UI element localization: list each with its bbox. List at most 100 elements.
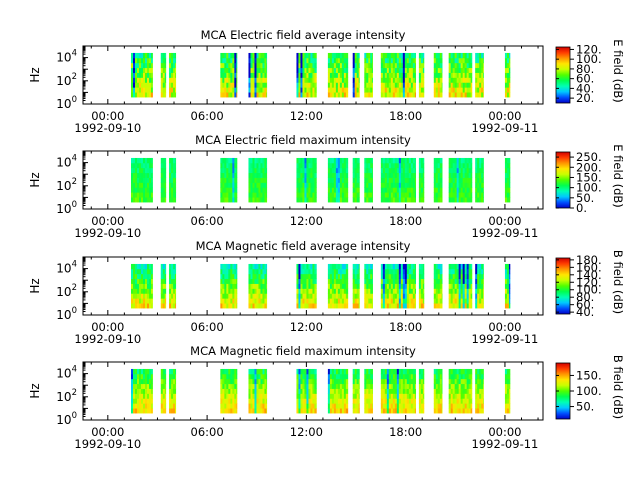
x-tick-label: 12:00 [290,109,323,123]
y-tick-label: 100 [56,95,77,111]
data-interval [160,263,167,309]
x-tick-label: 00:00 [91,425,124,439]
data-interval [433,52,443,98]
colorbar-tick-label: 180. [576,253,602,267]
data-interval [130,368,153,414]
colorbar: 50. 100. 150. B field (dB) [555,355,625,420]
x-date-label: 1992-09-11 [472,332,539,346]
data-interval [504,263,511,309]
panel-title: MCA Magnetic field maximum intensity [190,344,416,358]
y-tick-label: 102 [56,388,77,404]
data-interval [248,52,268,98]
colorbar-tick-label: 60. [576,298,594,312]
data-interval [160,52,167,98]
x-tick-label: 18:00 [389,425,422,439]
data-interval [418,263,425,309]
x-tick-label: 06:00 [191,214,224,228]
data-interval [169,52,177,98]
data-interval [220,157,238,203]
data-interval [504,52,511,98]
x-tick-label: 12:00 [290,425,323,439]
x-tick-label: 00:00 [488,109,521,123]
colorbar-tick-label: 20. [576,91,594,105]
data-interval [220,52,238,98]
x-date-label: 1992-09-11 [472,437,539,451]
colorbar-tick-label: 200. [576,160,602,174]
x-tick-label: 18:00 [389,109,422,123]
y-tick-label: 102 [56,72,77,88]
colorbar-tick-label: 150. [576,368,602,382]
x-tick-label: 00:00 [488,425,521,439]
x-date-label: 1992-09-11 [472,121,539,135]
panel-1: MCA Electric field average intensity 100 1… [28,28,625,135]
y-tick-label: 104 [56,365,77,381]
data-interval [448,157,473,203]
data-interval [380,368,416,414]
colorbar-tick-label: 60. [576,72,594,86]
x-tick-label: 00:00 [91,214,124,228]
panel-title: MCA Magnetic field average intensity [196,239,411,253]
data-interval [380,52,416,98]
x-tick-label: 00:00 [91,320,124,334]
colorbar-tick-label: 250. [576,150,602,164]
x-date-label: 1992-09-10 [74,121,141,135]
data-interval [475,263,484,309]
data-interval [364,157,373,203]
data-interval [327,52,349,98]
data-interval [433,263,443,309]
y-tick-label: 104 [56,49,77,65]
x-tick-label: 00:00 [91,109,124,123]
colorbar-label: B field (dB) [611,250,625,314]
data-interval [364,52,373,98]
panel-3: MCA Magnetic field average intensity 100 1… [28,239,625,346]
x-tick-label: 00:00 [488,214,521,228]
data-interval [448,368,473,414]
panel-title: MCA Electric field maximum intensity [195,133,411,147]
data-interval [327,157,349,203]
colorbar-tick-label: 150. [576,170,602,184]
colorbar-tick-label: 80. [576,62,594,76]
data-interval [475,157,484,203]
colorbar-tick-label: 100. [576,181,602,195]
data-interval [418,157,425,203]
data-interval [130,52,153,98]
data-interval [248,263,268,309]
data-interval [504,157,511,203]
x-date-label: 1992-09-10 [74,437,141,451]
data-interval [248,368,268,414]
y-axis-label: Hz [28,67,42,82]
data-interval [352,52,360,98]
data-interval [352,368,360,414]
panel-title: MCA Electric field average intensity [201,28,406,42]
data-interval [296,52,317,98]
colorbar-tick-label: 140. [576,268,602,282]
colorbar-label: B field (dB) [611,355,625,419]
x-tick-label: 12:00 [290,320,323,334]
data-interval [169,263,177,309]
data-interval [160,368,167,414]
colorbar-tick-label: 160. [576,260,602,274]
data-interval [130,157,153,203]
y-axis-label: Hz [28,383,42,398]
data-interval [169,157,177,203]
x-date-label: 1992-09-10 [74,332,141,346]
data-interval [364,368,373,414]
panel-4: MCA Magnetic field maximum intensity 100 1… [28,344,625,451]
data-interval [448,52,473,98]
colorbar-tick-label: 120. [576,275,602,289]
data-interval [248,157,268,203]
data-interval [418,368,425,414]
colorbar-tick-label: 100. [576,384,602,398]
colorbar-tick-label: 50. [576,400,594,414]
colorbar-tick-label: 50. [576,191,594,205]
x-tick-label: 06:00 [191,320,224,334]
colorbar-tick-label: 100. [576,52,602,66]
colorbar: 40.60.80.100.120.140.160.180. B field (dB… [555,250,625,319]
data-interval [433,157,443,203]
y-tick-label: 104 [56,154,77,170]
data-interval [380,263,416,309]
colorbar-tick-label: 100. [576,283,602,297]
data-interval [380,157,416,203]
data-interval [475,52,484,98]
